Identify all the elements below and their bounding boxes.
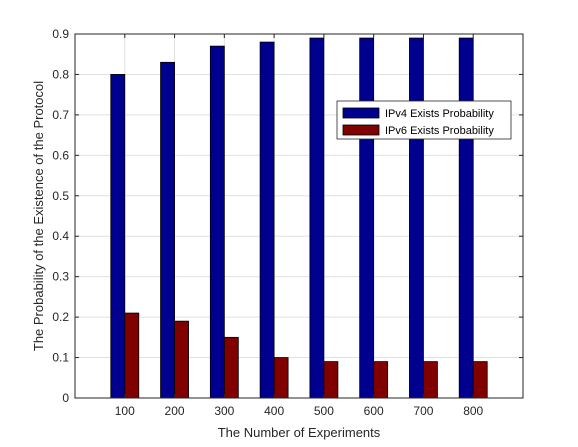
bar-ipv6: [323, 361, 339, 399]
legend: IPv4 Exists Probability IPv6 Exists Proba…: [336, 100, 512, 140]
bar-ipv6: [472, 361, 488, 399]
y-tick-label: 0.1: [52, 351, 69, 365]
bar-ipv4: [458, 37, 474, 399]
x-tick-label: 600: [364, 404, 384, 418]
bar-ipv6: [273, 357, 289, 399]
axis-ticks: 0 0.1 0.2 0.3 0.4 0.5 0.6 0.7 0.8 0.9 100 200 300 400…: [52, 27, 523, 418]
plot-area: [75, 34, 523, 398]
y-tick-label: 0.2: [52, 310, 69, 324]
x-axis-label: The Number of Experiments: [218, 425, 381, 440]
y-tick-label: 0.3: [52, 270, 69, 284]
y-tick-label: 0.4: [52, 229, 69, 243]
bar-ipv4: [259, 41, 275, 399]
legend-swatch: [342, 124, 380, 136]
bar-ipv4: [160, 61, 175, 399]
y-tick-label: 0.6: [52, 148, 69, 162]
bar-ipv4: [110, 74, 126, 399]
y-tick-label: 0.7: [52, 108, 69, 122]
bars: [110, 37, 488, 399]
y-tick-label: 0.8: [52, 67, 69, 81]
legend-label: IPv4 Exists Probability: [385, 108, 494, 120]
x-tick-label: 200: [165, 404, 185, 418]
bar-ipv4: [359, 37, 375, 399]
x-tick-label: 700: [413, 404, 433, 418]
bar-ipv6: [373, 361, 389, 399]
legend-swatch: [342, 107, 380, 119]
x-tick-label: 500: [314, 404, 334, 418]
y-tick-label: 0.5: [52, 189, 69, 203]
legend-label: IPv6 Exists Probability: [385, 125, 494, 137]
y-tick-label: 0: [62, 391, 69, 405]
y-tick-label: 0.9: [52, 27, 69, 41]
bar-ipv4: [309, 37, 325, 399]
bar-ipv6: [124, 312, 140, 399]
bar-ipv4: [409, 37, 424, 399]
x-tick-label: 800: [463, 404, 483, 418]
bar-ipv6: [223, 336, 239, 399]
x-tick-label: 300: [214, 404, 234, 418]
bar-ipv4: [209, 45, 225, 399]
axes-box: [74, 33, 524, 399]
bar-ipv6: [174, 320, 189, 399]
y-axis-label: The Probability of the Existence of the …: [31, 81, 46, 351]
x-tick-label: 400: [264, 404, 284, 418]
bar-ipv6: [423, 361, 438, 399]
x-tick-label: 100: [115, 404, 135, 418]
